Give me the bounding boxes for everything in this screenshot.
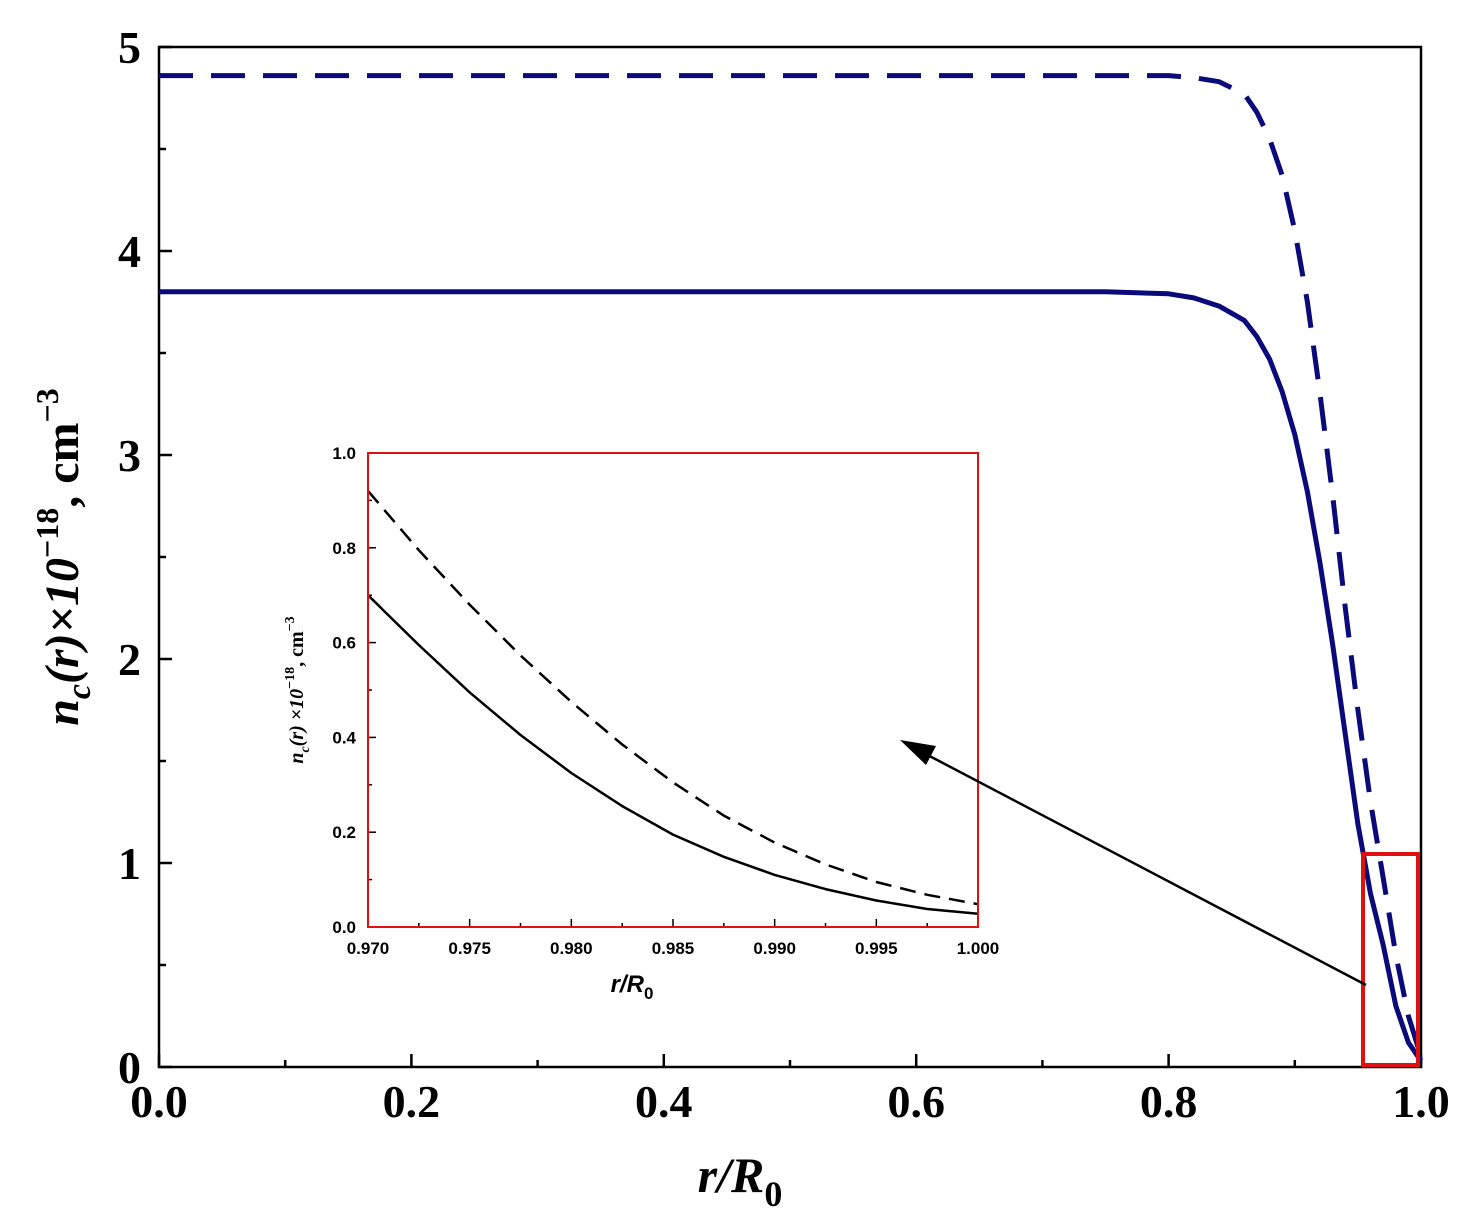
main-x-axis-label-subscript: 0 xyxy=(764,1174,782,1214)
main-y-tick-label: 5 xyxy=(118,22,141,73)
zoom-arrowhead xyxy=(900,740,936,765)
inset-x-axis-label: r/R0 xyxy=(611,971,654,1003)
zoom-arrow-shaft xyxy=(919,749,1367,987)
zoom-highlight-box xyxy=(1361,852,1420,1067)
inset-series-solid xyxy=(367,594,979,915)
inset-x-tick-label: 0.980 xyxy=(550,939,593,958)
inset-x-tick-label: 0.970 xyxy=(347,939,390,958)
inset-x-tick-label: 0.990 xyxy=(753,939,796,958)
main-series xyxy=(159,73,1424,1063)
inset-x-ticks: 0.970 0.975 0.980 0.985 0.990 0.995 1.000 xyxy=(347,919,1000,958)
main-x-ticks: 0.0 0.2 0.4 0.6 0.8 1.0 xyxy=(130,1054,1450,1127)
inset-plot-frame xyxy=(367,452,979,928)
zoom-arrow xyxy=(900,740,1367,987)
main-y-axis-label: nc(r)×10−18, cm−3 xyxy=(29,388,98,726)
inset-y-ticks: 0.0 0.2 0.4 0.6 0.8 1.0 xyxy=(332,444,376,937)
main-y-tick-label: 3 xyxy=(118,430,141,481)
inset-y-tick-label: 0.2 xyxy=(332,823,356,842)
inset-y-tick-label: 0.6 xyxy=(332,634,356,653)
main-x-tick-label: 1.0 xyxy=(1392,1076,1450,1127)
main-x-tick-label: 0.0 xyxy=(130,1076,188,1127)
inset-y-tick-label: 0.0 xyxy=(332,918,356,937)
main-x-tick-label: 0.2 xyxy=(383,1076,441,1127)
main-y-tick-label: 2 xyxy=(118,634,141,685)
inset-x-tick-label: 1.000 xyxy=(957,939,1000,958)
inset-x-tick-label: 0.975 xyxy=(448,939,491,958)
inset-chart: 0.970 0.975 0.980 0.985 0.990 0.995 1.000 0.00… xyxy=(283,444,999,1003)
main-y-tick-label: 1 xyxy=(118,838,141,889)
inset-y-tick-label: 1.0 xyxy=(332,444,356,463)
inset-series xyxy=(367,490,979,915)
main-x-tick-label: 0.8 xyxy=(1140,1076,1198,1127)
main-y-tick-label: 0 xyxy=(118,1042,141,1093)
inset-background xyxy=(368,453,978,927)
main-y-ticks: 0 1 2 3 4 5 xyxy=(118,22,172,1093)
main-series-dashed xyxy=(159,73,1424,1058)
inset-x-tick-label: 0.985 xyxy=(652,939,695,958)
main-x-tick-label: 0.6 xyxy=(887,1076,945,1127)
inset-series-dashed xyxy=(367,490,979,906)
main-x-axis-label: r/R0 xyxy=(698,1147,783,1214)
inset-x-axis-label-subscript: 0 xyxy=(644,984,653,1003)
inset-x-tick-label: 0.995 xyxy=(855,939,898,958)
main-chart: 0.0 0.2 0.4 0.6 0.8 1.0 0 1 2 3 4 5 r/R0 nc(r)×10−… xyxy=(29,22,1450,1214)
main-x-tick-label: 0.4 xyxy=(635,1076,693,1127)
main-series-solid xyxy=(159,289,1424,1063)
inset-y-tick-label: 0.4 xyxy=(332,728,356,747)
inset-y-axis-label: nc(r) ×10−18, cm−3 xyxy=(283,616,313,763)
main-y-tick-label: 4 xyxy=(118,226,141,277)
inset-y-tick-label: 0.8 xyxy=(332,539,356,558)
